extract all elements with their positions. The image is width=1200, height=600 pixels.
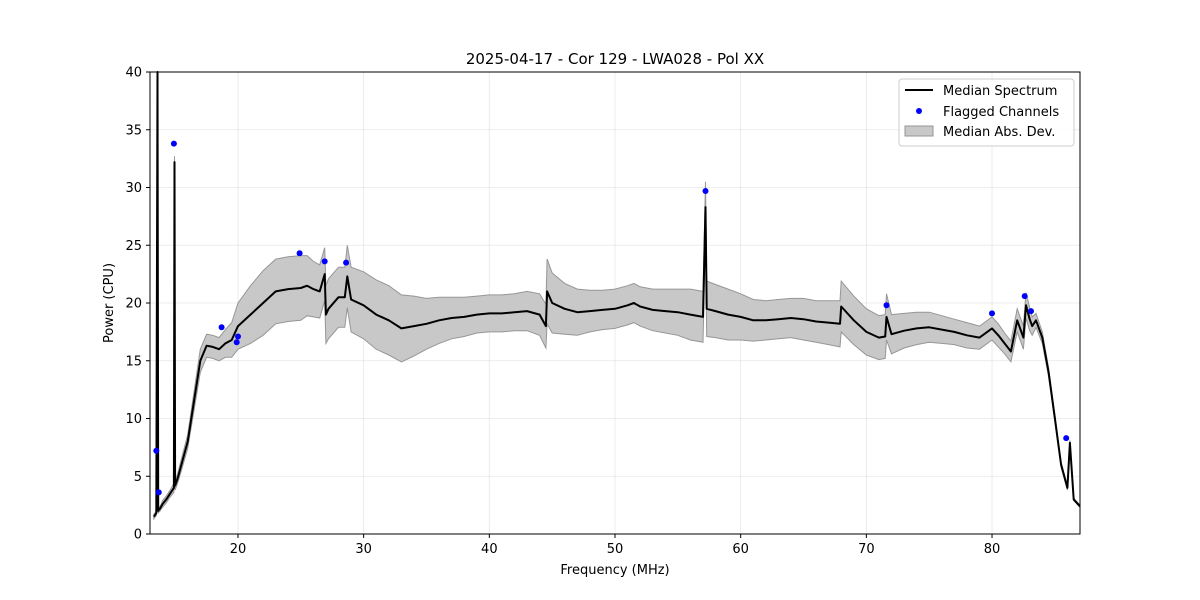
legend-box xyxy=(898,78,1075,147)
flagged-channel-point xyxy=(235,333,241,340)
flagged-channel-point xyxy=(296,250,303,257)
flagged-channel-point xyxy=(218,324,225,331)
median-spectrum-line xyxy=(152,71,1081,518)
y-tick-label: 35 xyxy=(125,123,142,138)
flagged-channel-point xyxy=(1021,293,1028,300)
flagged-channel-point xyxy=(321,258,328,265)
y-axis-label: Power (CPU) xyxy=(102,263,117,343)
y-tick-label: 20 xyxy=(125,297,142,312)
x-tick-label: 60 xyxy=(732,542,749,557)
flagged-channel-point xyxy=(989,310,995,317)
y-tick-label: 15 xyxy=(125,354,142,369)
flagged-channel-point xyxy=(1063,435,1070,442)
flagged-channel-point xyxy=(883,302,890,309)
legend-median-spectrum: Median Spectrum xyxy=(943,84,1057,99)
chart-title: 2025-04-17 - Cor 129 - LWA028 - Pol XX xyxy=(466,50,764,68)
y-tick-label: 0 xyxy=(134,528,142,543)
legend: Median Spectrum Flagged Channels Median … xyxy=(898,78,1075,147)
y-axis-ticks: 0 5 10 15 20 25 30 35 40 xyxy=(125,66,150,543)
flagged-channel-point xyxy=(1028,308,1034,315)
x-axis-ticks: 20 30 40 50 60 70 80 xyxy=(230,534,1001,557)
median-spectrum-layer xyxy=(152,71,1081,518)
x-tick-label: 70 xyxy=(858,542,875,557)
y-tick-label: 25 xyxy=(125,239,142,254)
y-tick-label: 5 xyxy=(134,470,142,485)
flagged-channel-point xyxy=(233,339,240,346)
legend-median-abs-dev: Median Abs. Dev. xyxy=(943,125,1055,140)
x-tick-label: 50 xyxy=(607,542,624,557)
legend-band-swatch xyxy=(904,125,934,137)
x-tick-label: 80 xyxy=(984,542,1001,557)
flagged-channel-point xyxy=(702,188,709,194)
flagged-channels-layer xyxy=(153,140,1070,496)
flagged-channel-point xyxy=(155,489,162,496)
y-tick-label: 30 xyxy=(125,181,142,196)
x-tick-label: 30 xyxy=(355,542,372,557)
x-tick-label: 40 xyxy=(481,542,498,557)
y-tick-label: 40 xyxy=(125,66,142,81)
flagged-channel-point xyxy=(170,140,177,147)
flagged-channel-point xyxy=(343,259,350,266)
flagged-channel-point xyxy=(153,447,160,454)
y-tick-label: 10 xyxy=(125,412,142,427)
legend-dot-swatch xyxy=(916,108,922,114)
legend-flagged-channels: Flagged Channels xyxy=(943,105,1059,120)
x-tick-label: 20 xyxy=(230,542,247,557)
x-axis-label: Frequency (MHz) xyxy=(560,563,669,578)
